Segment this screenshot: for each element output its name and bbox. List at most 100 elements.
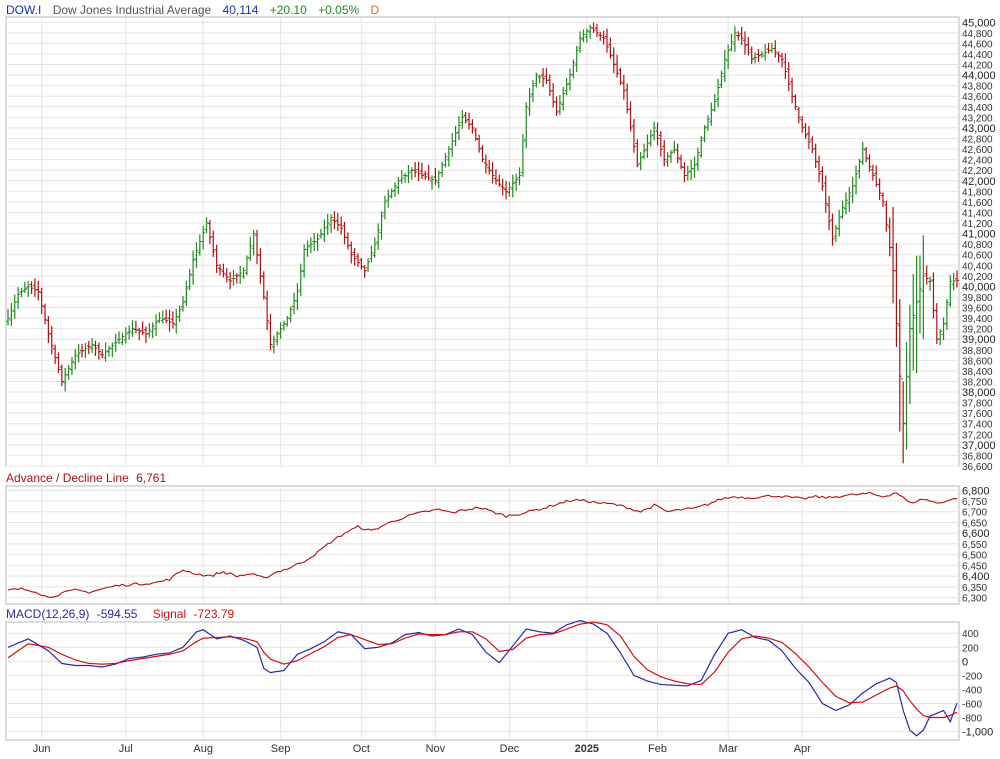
ohlc-bar (672, 140, 677, 154)
ohlc-bar (201, 226, 206, 250)
ohlc-bar (837, 209, 842, 237)
ohlc-bar (345, 232, 350, 250)
ohlc-bar (897, 299, 902, 432)
y-tick-label: 44,200 (962, 61, 993, 72)
y-tick-label: 40,200 (962, 272, 993, 283)
y-tick-label: 44,400 (962, 50, 993, 61)
macd-value-label: -594.55 (97, 607, 138, 621)
ohlc-bar (655, 122, 660, 146)
ohlc-bar (618, 67, 623, 86)
ohlc-bar (69, 356, 74, 375)
y-tick-label: 45,000 (962, 17, 996, 29)
ohlc-bar (944, 298, 949, 330)
ohlc-bar (695, 147, 700, 171)
ohlc-bar (709, 102, 714, 126)
ohlc-bar (275, 331, 280, 346)
y-tick-label: 38,400 (962, 367, 993, 378)
y-tick-label: 38,200 (962, 377, 993, 388)
ohlc-bar (749, 46, 754, 64)
ohlc-bar (433, 167, 438, 185)
y-tick-label: 6,650 (962, 518, 987, 529)
ohlc-bar (470, 119, 475, 134)
macd-gridlines (6, 622, 959, 740)
y-tick-label: 41,200 (962, 219, 993, 230)
y-tick-label: 37,600 (962, 409, 993, 420)
ohlc-bar (551, 83, 556, 108)
signal-value-label: -723.79 (193, 607, 234, 621)
ohlc-bar (460, 109, 465, 129)
ohlc-bar (389, 188, 394, 199)
y-tick-label: 42,200 (962, 166, 993, 177)
ohlc-bar (308, 237, 313, 254)
ohlc-bar (658, 131, 663, 157)
ohlc-bar (510, 174, 515, 198)
y-tick-label: -600 (962, 699, 982, 710)
ohlc-bar (716, 78, 721, 108)
ohlc-bar (174, 308, 179, 334)
y-tick-label: 38,800 (962, 346, 993, 357)
y-tick-label: 43,200 (962, 113, 993, 124)
ohlc-bar (487, 160, 492, 175)
ohlc-bar (56, 352, 61, 374)
y-tick-label: 43,800 (962, 82, 993, 93)
ohlc-bar (39, 287, 44, 315)
ohlc-bar (894, 242, 899, 348)
ohlc-bar (638, 151, 643, 171)
ohlc-bar (130, 320, 135, 337)
ohlc-bar (16, 287, 21, 309)
ohlc-bar (369, 245, 374, 263)
y-tick-label: 43,600 (962, 92, 993, 103)
ohlc-bar (93, 340, 98, 357)
ohlc-bar (904, 342, 909, 450)
ohlc-bar (399, 169, 404, 184)
ohlc-bar (177, 305, 182, 323)
y-tick-label: 6,550 (962, 540, 987, 551)
ohlc-bar (584, 28, 589, 43)
ohlc-bar (746, 36, 751, 56)
y-tick-label: 43,000 (962, 123, 996, 135)
ohlc-bar (258, 248, 263, 284)
y-tick-label: 200 (962, 643, 979, 654)
macd-line (7, 619, 958, 737)
y-tick-label: 39,600 (962, 304, 993, 315)
ohlc-bar (120, 332, 125, 346)
ohlc-bar (66, 364, 71, 380)
ad-gridlines (6, 486, 959, 604)
ohlc-bar (295, 283, 300, 311)
x-tick-label: Oct (353, 743, 370, 755)
y-tick-label: 37,200 (962, 430, 993, 441)
ohlc-bar (884, 200, 889, 232)
ohlc-bar (719, 70, 724, 89)
x-tick-label: Jun (33, 743, 51, 755)
ohlc-bar (19, 287, 24, 298)
ohlc-bar (541, 68, 546, 88)
ohlc-bar (110, 342, 115, 358)
ohlc-bar (413, 161, 418, 178)
y-tick-label: 6,450 (962, 561, 987, 572)
ohlc-bar (463, 112, 468, 124)
macd-panel: -1,000 -800 -600 -400 -200 0 200 400 (5, 619, 993, 741)
ohlc-bar (564, 78, 569, 96)
ohlc-bar (840, 200, 845, 219)
ohlc-bar (557, 95, 562, 116)
y-tick-label: 42,400 (962, 156, 993, 167)
ohlc-bar (645, 134, 650, 158)
ohlc-bar (490, 161, 495, 184)
y-tick-label: 41,600 (962, 198, 993, 209)
ohlc-bar (154, 314, 159, 337)
last-price-label: 40,114 (223, 3, 259, 17)
ohlc-bar (948, 275, 953, 308)
advance-decline-panel: 6,3006,3506,4006,4506,5006,5506,6006,650… (5, 485, 990, 605)
y-tick-label: 43,400 (962, 103, 993, 114)
y-tick-label: 6,700 (962, 508, 987, 519)
ohlc-bar (241, 267, 246, 279)
y-tick-label: -200 (962, 671, 982, 682)
ohlc-bar (305, 240, 310, 257)
ad-panel-frame (5, 485, 960, 605)
ohlc-bar (281, 320, 286, 331)
macd-lines-group (7, 619, 958, 737)
ohlc-bar (756, 48, 761, 62)
change-pct-label: +0.05% (318, 3, 359, 17)
ohlc-bar (167, 309, 172, 332)
ohlc-bar (621, 74, 626, 100)
